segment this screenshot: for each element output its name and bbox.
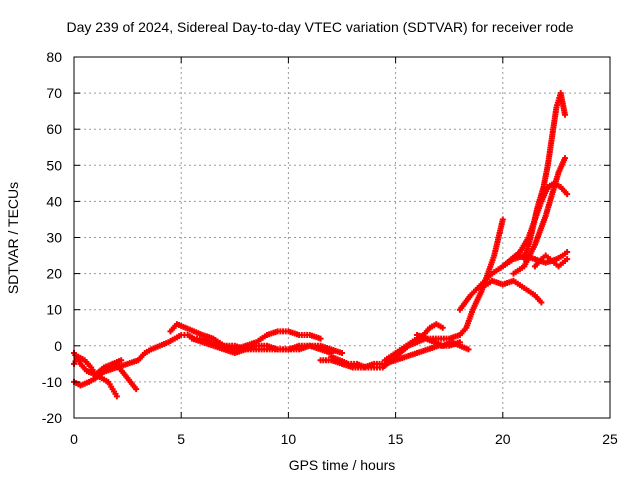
- y-tick-label: 10: [46, 302, 62, 318]
- data-point: [538, 299, 545, 306]
- chart-title: Day 239 of 2024, Sidereal Day-to-day VTE…: [66, 19, 573, 35]
- x-tick-label: 10: [281, 431, 297, 447]
- y-tick-label: -20: [42, 410, 62, 426]
- y-tick-label: -10: [42, 374, 62, 390]
- y-tick-label: 70: [46, 85, 62, 101]
- data-point: [465, 346, 472, 353]
- y-tick-label: 80: [46, 49, 62, 65]
- data-point: [118, 357, 125, 364]
- x-axis-label: GPS time / hours: [289, 457, 396, 473]
- x-tick-label: 15: [388, 431, 404, 447]
- data-point: [456, 339, 463, 346]
- data-point: [564, 248, 571, 255]
- data-point: [133, 386, 140, 393]
- y-tick-label: 40: [46, 193, 62, 209]
- data-point: [339, 350, 345, 357]
- y-tick-label: 50: [46, 157, 62, 173]
- data-point: [499, 216, 506, 223]
- data-point: [564, 256, 571, 263]
- data-point: [561, 155, 568, 162]
- y-axis-label: SDTVAR / TECUs: [5, 182, 21, 294]
- x-tick-label: 25: [602, 431, 618, 447]
- data-point: [439, 324, 446, 331]
- data-point: [564, 191, 571, 198]
- data-point: [317, 335, 324, 342]
- y-tick-label: 30: [46, 230, 62, 246]
- x-tick-label: 20: [495, 431, 511, 447]
- axis-ticks: 0 5 10 15 20 25 -20 -10 0 10 20 30 40 50 60 70 80: [42, 49, 618, 447]
- x-tick-label: 5: [177, 431, 185, 447]
- y-tick-label: 0: [54, 338, 62, 354]
- y-tick-label: 60: [46, 121, 62, 137]
- data-points: [71, 90, 571, 400]
- y-tick-label: 20: [46, 266, 62, 282]
- data-point: [561, 111, 568, 118]
- x-tick-label: 0: [70, 431, 78, 447]
- grid: [74, 57, 610, 418]
- data-point: [113, 393, 120, 400]
